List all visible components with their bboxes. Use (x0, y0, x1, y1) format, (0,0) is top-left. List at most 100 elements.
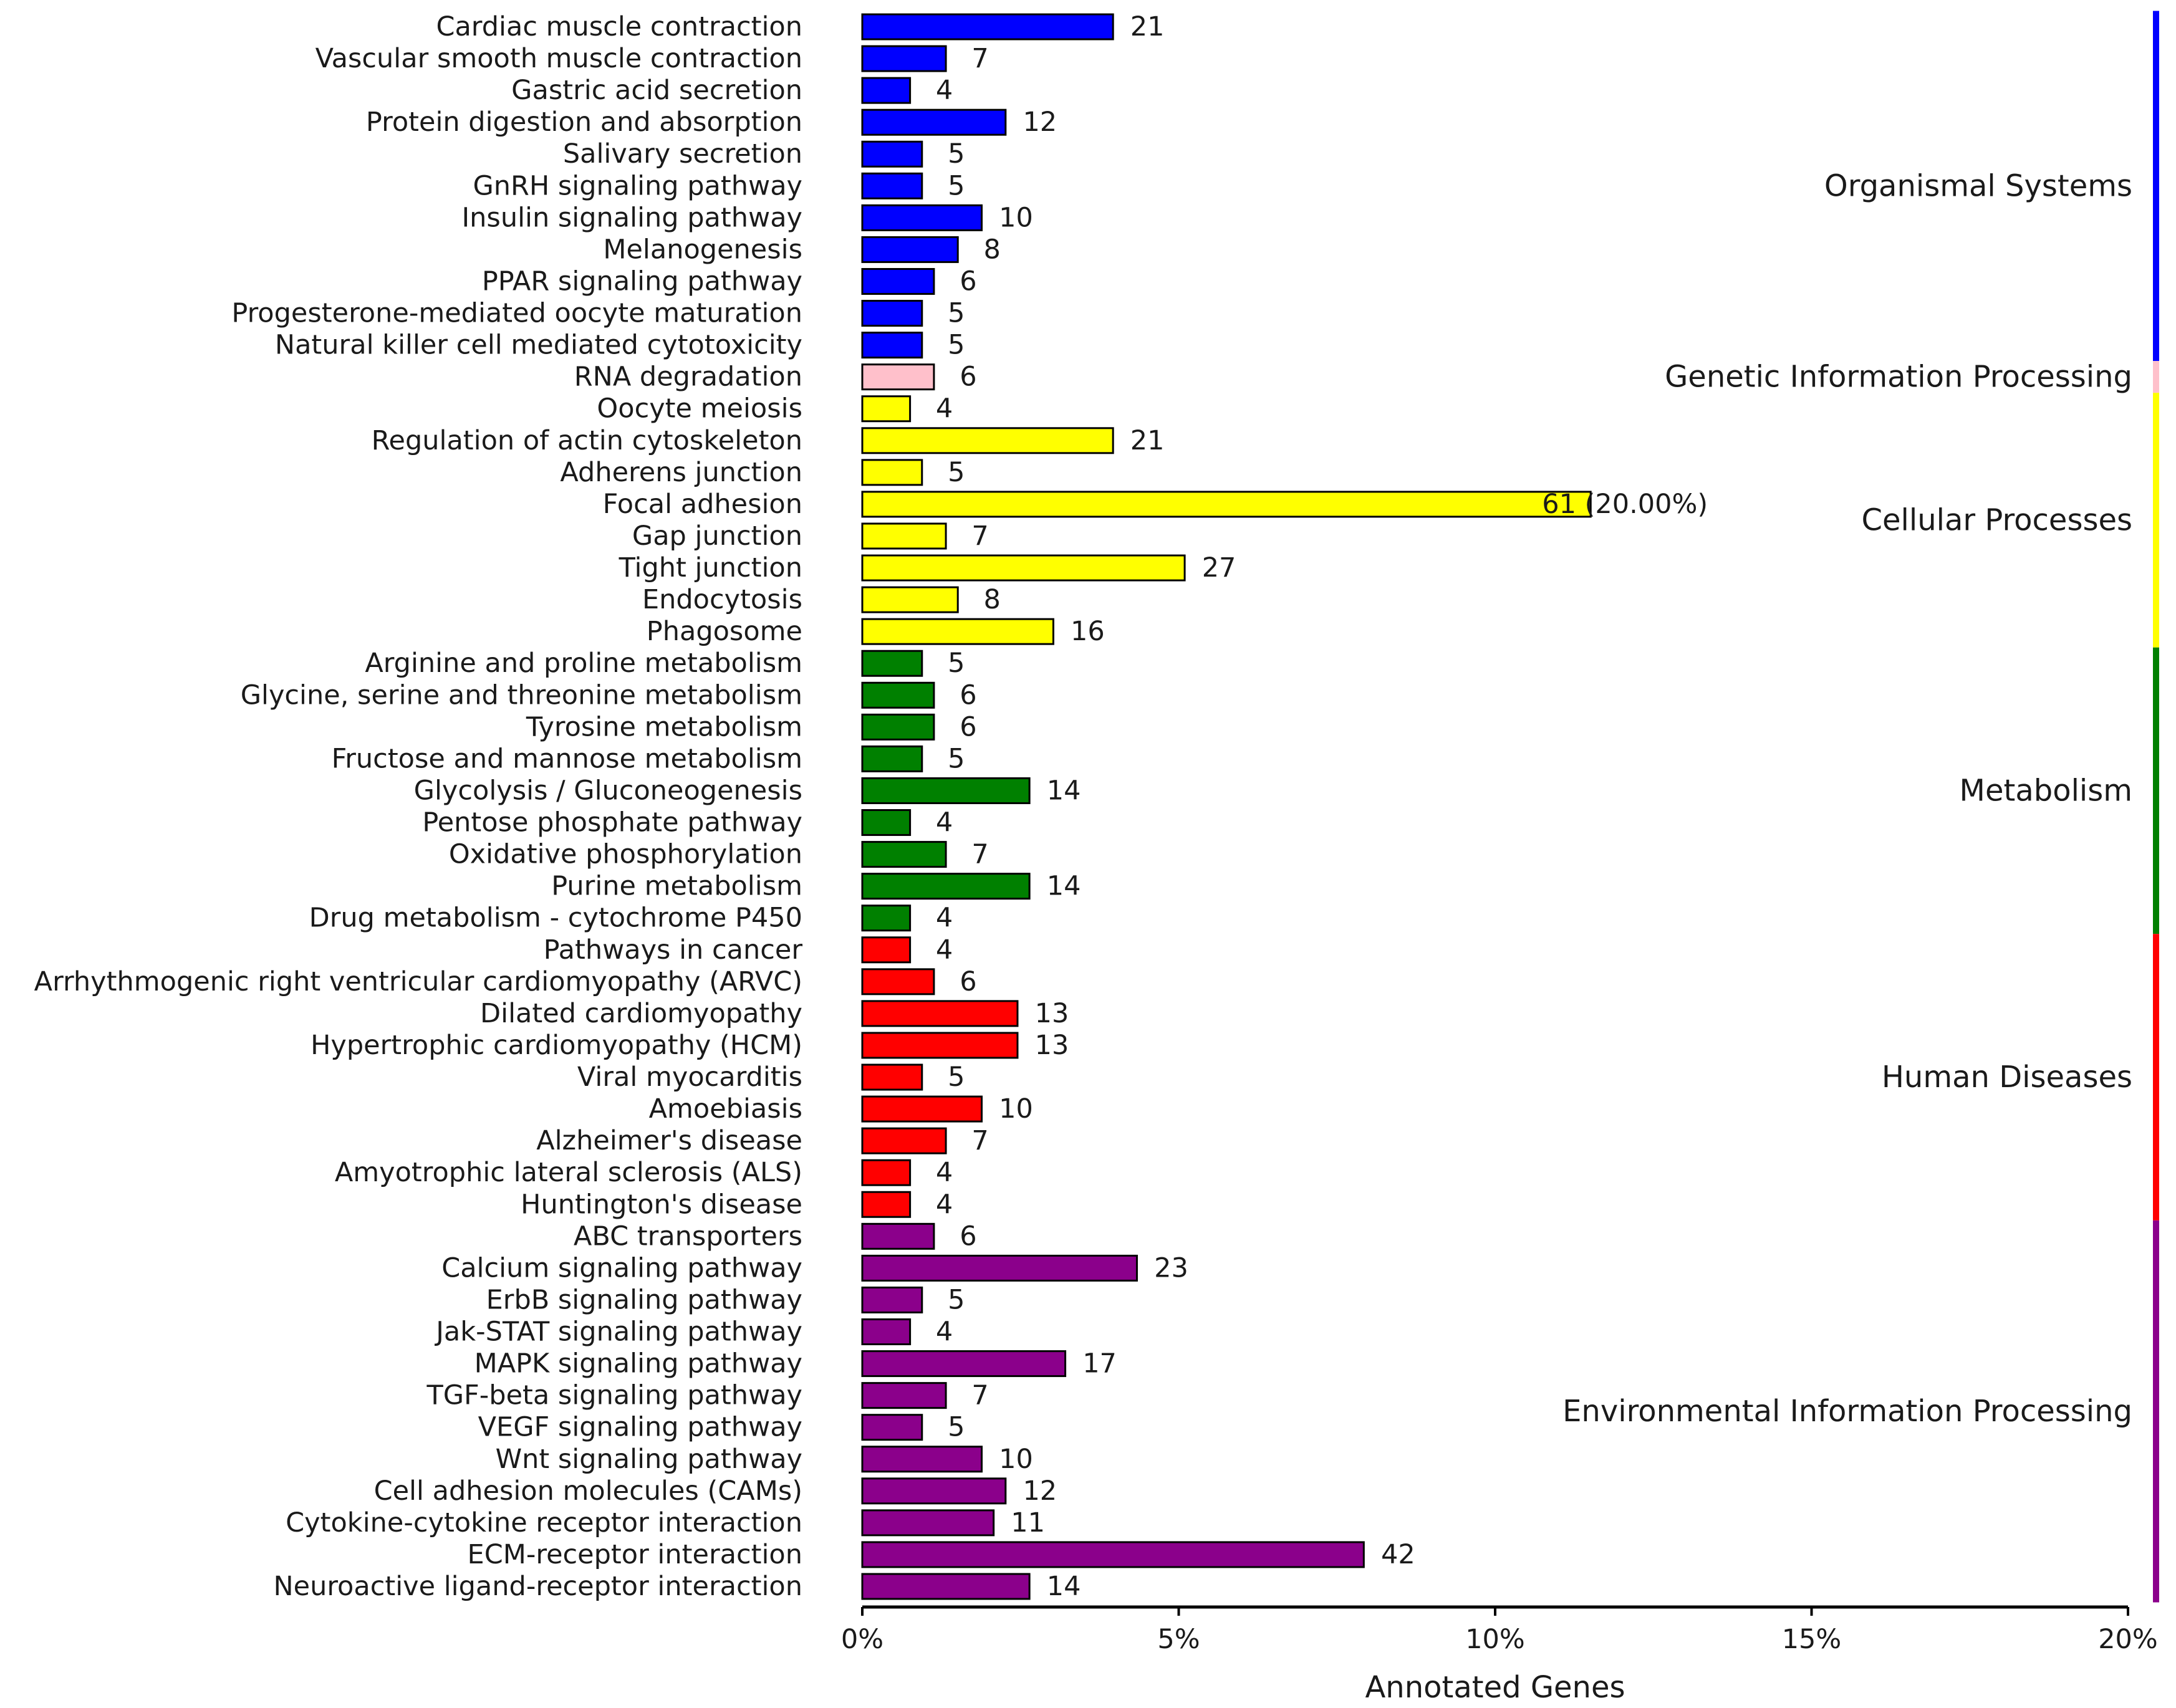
value-label: 6 (960, 362, 976, 393)
category-label: Oocyte meiosis (597, 393, 802, 425)
value-label: 7 (971, 521, 988, 552)
bar (861, 332, 923, 359)
bar (861, 1095, 983, 1123)
category-label: ECM-receptor interaction (468, 1539, 802, 1570)
category-label: TGF-beta signaling pathway (426, 1380, 802, 1411)
bar (861, 1350, 1067, 1378)
value-label: 13 (1035, 1030, 1069, 1061)
value-label: 14 (1047, 1571, 1081, 1602)
category-label: Gastric acid secretion (511, 75, 802, 106)
bar (861, 936, 912, 964)
bar (861, 873, 1031, 900)
value-label: 5 (948, 298, 965, 329)
category-label: Arrhythmogenic right ventricular cardiom… (34, 966, 802, 997)
bar (861, 1414, 923, 1441)
category-label: Adherens junction (560, 457, 802, 488)
category-label: ErbB signaling pathway (486, 1284, 802, 1315)
value-label: 27 (1202, 552, 1236, 583)
bar (861, 1063, 923, 1091)
value-label: 5 (948, 648, 965, 679)
category-label: Amyotrophic lateral sclerosis (ALS) (335, 1157, 802, 1188)
value-label: 8 (984, 584, 1001, 615)
value-label: 13 (1035, 998, 1069, 1029)
bar (861, 1127, 947, 1154)
category-label: Vascular smooth muscle contraction (315, 43, 802, 74)
value-label: 6 (960, 1221, 976, 1252)
value-label: 4 (936, 1189, 953, 1220)
value-label: 5 (948, 138, 965, 170)
value-label: 42 (1381, 1539, 1415, 1570)
group-strip (2153, 361, 2159, 393)
value-label: 4 (936, 1317, 953, 1348)
category-label: Gap junction (632, 521, 802, 552)
bar (861, 1509, 995, 1537)
value-label: 21 (1130, 425, 1165, 456)
category-label: Drug metabolism - cytochrome P450 (309, 903, 802, 934)
value-label: 10 (999, 1444, 1033, 1475)
category-label: Fructose and mannose metabolism (332, 743, 802, 774)
value-label: 5 (948, 1412, 965, 1443)
category-label: Endocytosis (642, 584, 802, 615)
category-label: Purine metabolism (551, 871, 802, 902)
value-label: 4 (936, 393, 953, 425)
category-label: Wnt signaling pathway (496, 1444, 802, 1475)
group-label: Genetic Information Processing (1665, 360, 2132, 395)
value-label: 6 (960, 711, 976, 742)
bar (861, 1382, 947, 1409)
value-label: 21 (1130, 11, 1165, 42)
category-label: Arginine and proline metabolism (365, 648, 802, 679)
category-label: Glycine, serine and threonine metabolism (241, 679, 802, 711)
bar (861, 267, 935, 295)
value-label: 7 (971, 1125, 988, 1156)
value-label: 6 (960, 966, 976, 997)
bar (861, 236, 959, 263)
category-label: Neuroactive ligand-receptor interaction (273, 1571, 802, 1602)
value-label: 10 (999, 1093, 1033, 1125)
bar (861, 1286, 923, 1313)
category-label: Glycolysis / Gluconeogenesis (414, 775, 802, 806)
value-label: 23 (1154, 1252, 1188, 1283)
category-label: RNA degradation (574, 362, 802, 393)
x-axis-title: Annotated Genes (1365, 1670, 1625, 1705)
value-label: 8 (984, 234, 1001, 265)
category-label: PPAR signaling pathway (482, 266, 802, 297)
category-label: Pathways in cancer (544, 934, 803, 966)
bar (861, 745, 923, 772)
value-label: 6 (960, 266, 976, 297)
bar (861, 13, 1114, 41)
category-label: Melanogenesis (603, 234, 802, 265)
value-label: 5 (948, 457, 965, 488)
bar (861, 554, 1186, 582)
group-label: Cellular Processes (1861, 502, 2132, 537)
bar (861, 172, 923, 199)
value-label: 12 (1023, 1475, 1057, 1507)
value-label: 16 (1071, 616, 1105, 647)
category-label: Alzheimer's disease (536, 1125, 802, 1156)
x-tick-label: 20% (2098, 1624, 2158, 1655)
bar (861, 522, 947, 550)
x-tick-label: 15% (1782, 1624, 1842, 1655)
category-label: Tight junction (619, 552, 802, 583)
value-label: 6 (960, 679, 976, 711)
category-label: Insulin signaling pathway (462, 202, 803, 233)
category-label: Regulation of actin cytoskeleton (372, 425, 802, 456)
group-label: Organismal Systems (1824, 168, 2132, 203)
bar (861, 681, 935, 709)
x-tick-label: 5% (1157, 1624, 1200, 1655)
value-label: 5 (948, 1284, 965, 1315)
value-label: 10 (999, 202, 1033, 233)
category-label: Calcium signaling pathway (441, 1252, 802, 1283)
category-label: Salivary secretion (563, 138, 802, 170)
x-tick-label: 10% (1465, 1624, 1525, 1655)
bar (861, 427, 1114, 454)
category-label: VEGF signaling pathway (478, 1412, 802, 1443)
bar (861, 459, 923, 486)
value-label: 7 (971, 43, 988, 74)
value-label: 5 (948, 1062, 965, 1093)
category-label: Jak-STAT signaling pathway (434, 1317, 802, 1348)
bar (861, 108, 1007, 136)
category-label: Cell adhesion molecules (CAMs) (374, 1475, 802, 1507)
bar (861, 1446, 983, 1473)
category-label: Hypertrophic cardiomyopathy (HCM) (311, 1030, 802, 1061)
bar (861, 1318, 912, 1346)
